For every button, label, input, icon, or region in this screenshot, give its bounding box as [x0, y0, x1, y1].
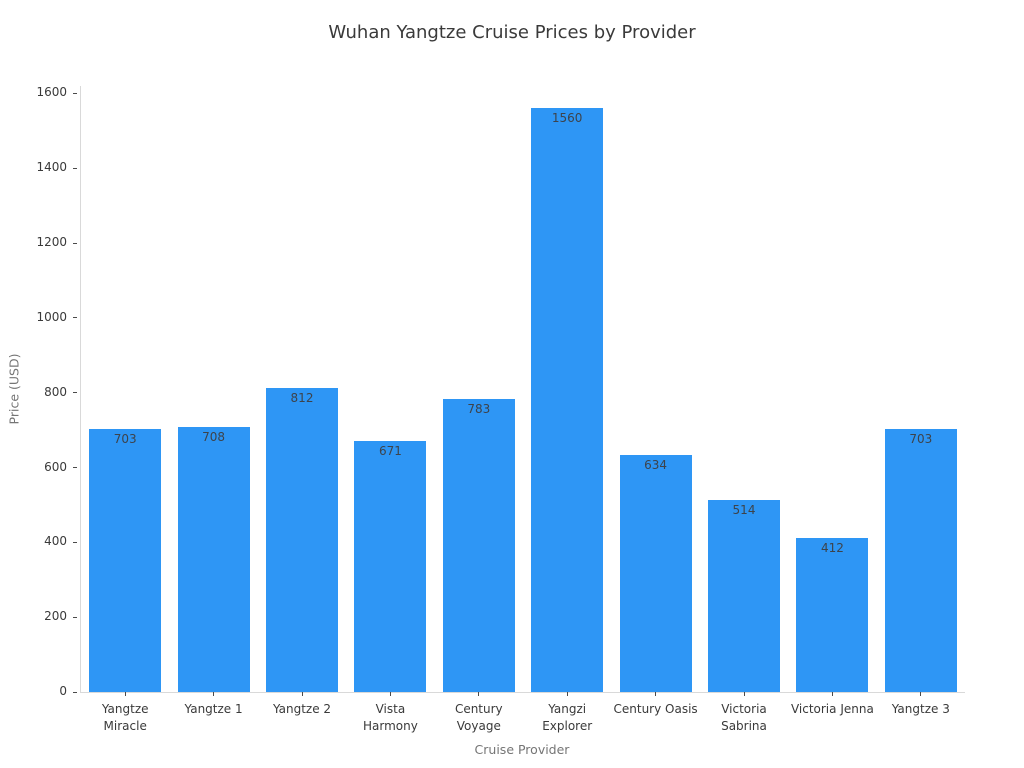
y-tick-mark — [73, 317, 77, 319]
x-tick-mark — [389, 692, 391, 696]
x-category-label: Century Voyage — [454, 702, 503, 733]
bar — [884, 429, 957, 692]
bar-value-label: 703 — [909, 432, 933, 447]
bar-value-label: 634 — [644, 457, 668, 472]
bar-value-label: 1560 — [551, 111, 583, 126]
bar — [619, 454, 692, 692]
x-tick-mark — [566, 692, 568, 696]
y-tick-mark — [73, 167, 77, 169]
x-category-label: Yangtze 1 — [184, 702, 243, 716]
y-tick-label: 0 — [59, 684, 67, 698]
x-category-label: Yangtze 2 — [272, 702, 332, 716]
plot-area: 0 200 400 600 800 1000 1200 1400 1600 703 Yangtze … — [36, 85, 965, 733]
x-axis-title: Cruise Provider — [474, 742, 570, 757]
x-tick-mark — [655, 692, 657, 696]
bar-value-label: 514 — [732, 502, 756, 517]
x-tick-mark — [743, 692, 745, 696]
x-category-label: Yangtze Miracle — [101, 702, 149, 733]
bar — [89, 429, 162, 692]
y-tick-mark — [73, 467, 77, 469]
bar-value-label: 783 — [467, 402, 491, 417]
x-tick-mark — [213, 692, 215, 696]
x-tick-mark — [301, 692, 303, 696]
x-category-label: Vista Harmony — [362, 702, 418, 733]
bar-value-label: 671 — [378, 443, 402, 458]
bar-value-label: 812 — [290, 391, 314, 406]
y-tick-mark — [73, 392, 77, 394]
bar — [266, 388, 338, 692]
y-tick-mark — [73, 691, 77, 693]
x-category-label: Victoria Jenna — [790, 702, 874, 716]
bar — [796, 537, 869, 692]
bar-value-label: 412 — [820, 540, 844, 555]
y-tick-label: 600 — [44, 459, 67, 474]
bar — [177, 427, 250, 692]
x-category-label: Century Oasis — [613, 702, 698, 716]
chart-title: Wuhan Yangtze Cruise Prices by Provider — [328, 22, 696, 43]
x-tick-mark — [920, 692, 922, 696]
y-tick-mark — [73, 92, 77, 94]
x-tick-mark — [124, 692, 126, 696]
bar-value-label: 703 — [113, 432, 137, 447]
x-tick-mark — [478, 692, 480, 696]
y-tick-label: 400 — [44, 534, 67, 549]
bar — [531, 108, 604, 692]
y-tick-label: 1000 — [36, 309, 67, 324]
bar-value-label: 708 — [202, 430, 226, 445]
y-tick-label: 800 — [44, 384, 67, 399]
bar — [354, 441, 427, 692]
y-tick-label: 1600 — [36, 85, 67, 100]
bar — [708, 499, 780, 692]
x-tick-mark — [831, 692, 833, 696]
y-tick-label: 1400 — [36, 160, 67, 175]
y-tick-mark — [73, 541, 77, 543]
y-tick-mark — [73, 242, 77, 244]
y-tick-label: 1200 — [36, 235, 67, 250]
y-tick-label: 200 — [44, 609, 67, 624]
x-category-label: Victoria Sabrina — [721, 702, 767, 733]
bar — [442, 399, 515, 692]
x-category-label: Yangtze 3 — [891, 702, 950, 716]
x-category-label: Yangzi Explorer — [542, 702, 593, 733]
y-tick-mark — [73, 616, 77, 618]
